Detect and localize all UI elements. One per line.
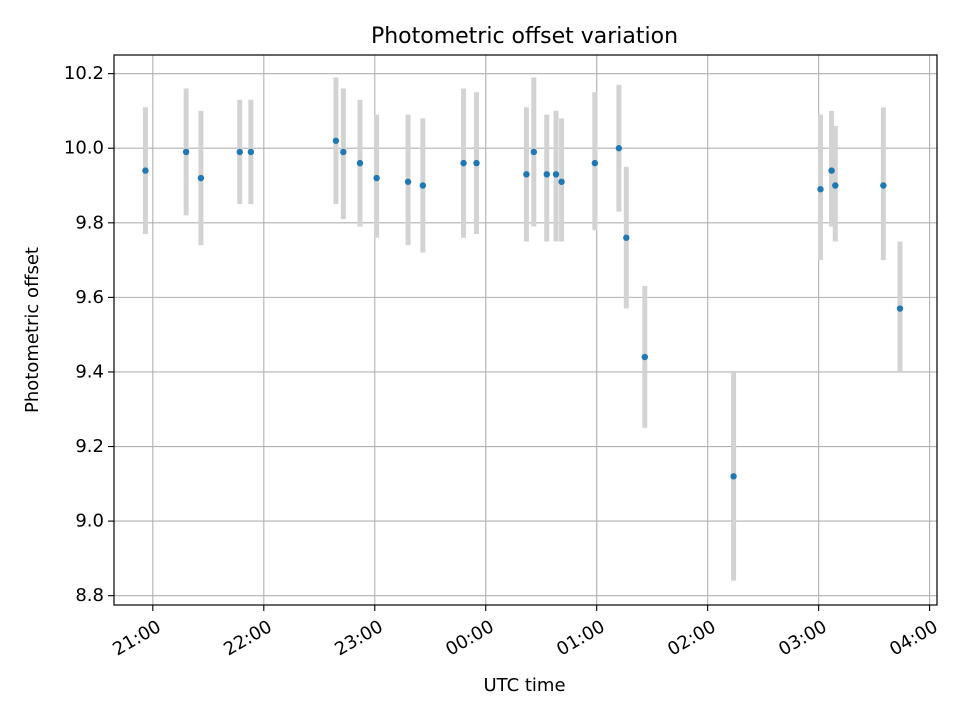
data-point (623, 234, 630, 241)
data-point (473, 159, 480, 167)
data-point (197, 174, 205, 182)
data-point (404, 178, 412, 185)
data-point (880, 182, 887, 189)
chart-title: Photometric offset variation (371, 24, 678, 49)
y-tick-label: 8.8 (75, 585, 104, 606)
data-point (832, 182, 839, 189)
data-point (828, 167, 835, 174)
x-axis-label: UTC time (483, 675, 565, 696)
data-point (530, 148, 538, 156)
data-point (236, 148, 243, 156)
data-point (896, 305, 904, 312)
data-point (182, 148, 190, 156)
data-points (142, 137, 904, 480)
data-point (460, 159, 467, 167)
data-point (730, 473, 737, 480)
data-point (543, 171, 550, 178)
data-point (641, 353, 648, 361)
data-point (340, 148, 347, 156)
data-point (419, 182, 427, 189)
data-point (615, 145, 623, 152)
data-point (523, 171, 530, 178)
data-point (558, 178, 565, 185)
data-point (552, 171, 560, 178)
plot-frame (113, 54, 938, 606)
data-point (373, 174, 380, 182)
data-point (356, 159, 364, 167)
data-point (332, 137, 340, 144)
y-tick-label: 10.2 (64, 63, 104, 84)
y-axis-ticks: 8.8 9.0 9.2 9.4 9.6 9.8 10.0 10.2 (64, 63, 114, 606)
y-tick-label: 9.2 (75, 436, 104, 457)
y-tick-label: 10.0 (64, 138, 104, 159)
data-point (142, 167, 149, 174)
data-point (817, 186, 824, 193)
y-tick-label: 9.6 (75, 287, 104, 308)
y-tick-label: 9.4 (75, 361, 104, 382)
data-point (247, 148, 255, 156)
data-point (591, 159, 599, 167)
y-axis-label: Photometric offset (22, 247, 43, 413)
y-tick-label: 9.8 (75, 212, 104, 233)
y-tick-label: 9.0 (75, 511, 104, 532)
